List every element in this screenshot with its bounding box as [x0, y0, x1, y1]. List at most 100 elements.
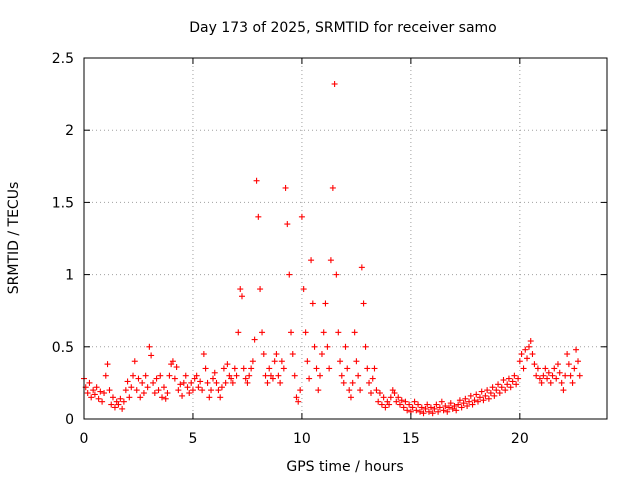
data-point [150, 379, 157, 386]
data-point [545, 369, 552, 376]
data-point [382, 404, 389, 411]
data-point [146, 343, 153, 350]
data-point [489, 384, 496, 391]
data-point [133, 387, 140, 394]
data-point [455, 401, 462, 408]
data-point [484, 387, 491, 394]
data-point [293, 394, 300, 401]
data-point [573, 346, 580, 353]
data-point [306, 375, 313, 382]
data-point [378, 401, 385, 408]
data-point [153, 375, 160, 382]
data-point [453, 407, 460, 414]
data-point [139, 379, 146, 386]
data-point [447, 400, 454, 407]
data-point [278, 358, 285, 365]
grid-lines [84, 58, 607, 419]
data-point [435, 408, 442, 415]
data-point [102, 372, 109, 379]
data-point [558, 379, 565, 386]
data-point [575, 358, 582, 365]
data-point [398, 397, 405, 404]
data-point [538, 379, 545, 386]
data-point [478, 388, 485, 395]
data-point [442, 403, 449, 410]
data-point [251, 336, 258, 343]
data-point [311, 343, 318, 350]
data-point [495, 381, 502, 388]
data-point [346, 387, 353, 394]
data-point [169, 358, 176, 365]
data-point [411, 398, 418, 405]
data-point [199, 387, 206, 394]
data-point [186, 390, 193, 397]
data-point [404, 407, 411, 414]
data-point [480, 397, 487, 404]
data-point [255, 213, 262, 220]
data-point [544, 375, 551, 382]
data-point [130, 372, 137, 379]
x-tick-label: 20 [511, 431, 529, 447]
y-tick-labels: 0 0.5 1 1.5 2 2.5 [52, 51, 74, 428]
data-point [302, 329, 309, 336]
data-point [324, 343, 331, 350]
data-point [215, 387, 222, 394]
data-point [320, 329, 327, 336]
data-point [473, 391, 480, 398]
data-point [409, 404, 416, 411]
data-point [273, 351, 280, 358]
data-point [235, 329, 242, 336]
data-point [238, 293, 245, 300]
data-point [304, 358, 311, 365]
data-point [111, 404, 118, 411]
data-point [91, 391, 98, 398]
data-point [375, 398, 382, 405]
data-point [362, 343, 369, 350]
data-point [269, 375, 276, 382]
data-point [534, 365, 541, 372]
data-point [108, 401, 115, 408]
data-point [104, 361, 111, 368]
data-point [160, 384, 167, 391]
data-point [262, 372, 269, 379]
chart-title: Day 173 of 2025, SRMTID for receiver sam… [189, 20, 497, 36]
data-point [373, 387, 380, 394]
data-point [420, 410, 427, 417]
y-tick-label: 2.5 [52, 51, 74, 67]
data-point [431, 405, 438, 412]
data-point [569, 379, 576, 386]
data-point [151, 390, 158, 397]
data-point [344, 365, 351, 372]
data-point [380, 394, 387, 401]
data-point [295, 398, 302, 405]
data-point [288, 329, 295, 336]
data-point [402, 398, 409, 405]
data-point [282, 184, 289, 191]
data-point [551, 365, 558, 372]
data-point [120, 398, 127, 405]
data-point [467, 392, 474, 399]
data-point [560, 387, 567, 394]
x-axis-label: GPS time / hours [286, 459, 403, 475]
data-point [342, 343, 349, 350]
data-point [469, 401, 476, 408]
data-point [425, 408, 432, 415]
data-point [99, 398, 106, 405]
data-point [458, 404, 465, 411]
data-point [90, 387, 97, 394]
data-point [188, 379, 195, 386]
x-tick-label: 0 [80, 431, 89, 447]
data-point [88, 394, 95, 401]
data-point [347, 394, 354, 401]
data-point [504, 381, 511, 388]
data-point [335, 329, 342, 336]
data-point [500, 377, 507, 384]
axis-ticks [83, 57, 607, 420]
data-point [476, 394, 483, 401]
data-point [126, 394, 133, 401]
data-point [444, 408, 451, 415]
data-point [553, 375, 560, 382]
data-point [337, 358, 344, 365]
data-point [527, 338, 534, 345]
data-point [217, 394, 224, 401]
